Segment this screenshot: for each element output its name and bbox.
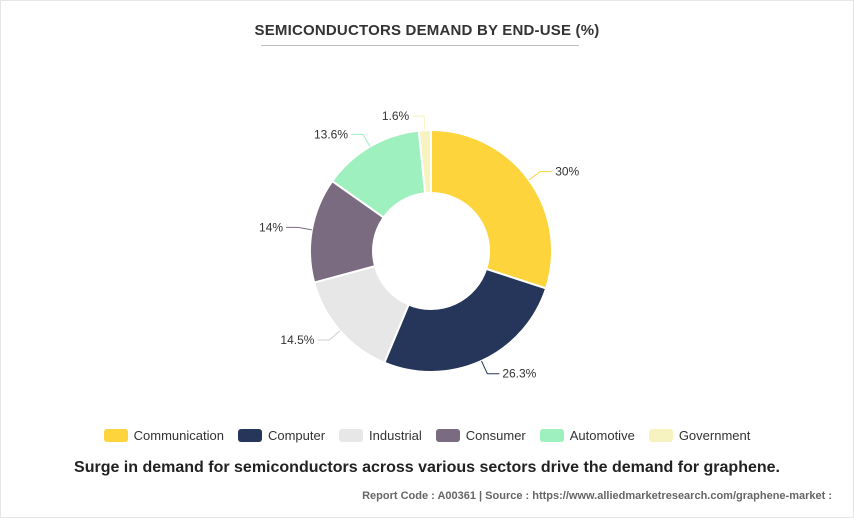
legend-label: Industrial bbox=[369, 428, 422, 443]
legend-label: Consumer bbox=[465, 428, 526, 443]
donut-chart: 30% 26.3% 14.5% 14% 13.6% 1.6% bbox=[259, 109, 580, 381]
slice-government[interactable] bbox=[417, 128, 432, 195]
legend-swatch bbox=[539, 429, 564, 442]
legend-swatch bbox=[339, 429, 364, 442]
data-label-consumer: 14% bbox=[259, 220, 283, 234]
legend-swatch bbox=[435, 429, 460, 442]
title-underline bbox=[261, 45, 579, 46]
legend-label: Government bbox=[678, 428, 751, 443]
data-label-industrial: 14.5% bbox=[280, 333, 314, 347]
leader-line-consumer bbox=[286, 226, 312, 231]
legend-swatch bbox=[648, 429, 673, 442]
chart-legend: Communication Computer Industrial Consumer A… bbox=[0, 428, 854, 443]
leader-line-automotive bbox=[351, 133, 371, 147]
legend-item-industrial[interactable]: Industrial bbox=[339, 428, 422, 443]
legend-swatch bbox=[103, 429, 128, 442]
legend-item-communication[interactable]: Communication bbox=[103, 428, 224, 443]
chart-title: SEMICONDUCTORS DEMAND BY END-USE (%) bbox=[254, 22, 600, 39]
leader-line-communication bbox=[528, 171, 553, 181]
data-label-computer: 26.3% bbox=[502, 367, 536, 381]
legend-label: Automotive bbox=[569, 428, 635, 443]
legend-label: Computer bbox=[267, 428, 326, 443]
legend-item-automotive[interactable]: Automotive bbox=[539, 428, 635, 443]
source-line: Report Code : A00361 | Source : https://… bbox=[362, 490, 832, 502]
slice-computer[interactable] bbox=[383, 267, 548, 373]
legend-swatch bbox=[237, 429, 262, 442]
leader-line-industrial bbox=[317, 330, 341, 341]
chart-footnote: Surge in demand for semiconductors acros… bbox=[74, 459, 780, 476]
leader-line-government bbox=[412, 115, 426, 131]
legend-item-government[interactable]: Government bbox=[648, 428, 751, 443]
slice-communication[interactable] bbox=[430, 128, 553, 290]
data-label-communication: 30% bbox=[555, 165, 579, 179]
legend-item-computer[interactable]: Computer bbox=[237, 428, 326, 443]
legend-item-consumer[interactable]: Consumer bbox=[435, 428, 526, 443]
legend-label: Communication bbox=[133, 428, 224, 443]
data-label-government: 1.6% bbox=[382, 109, 410, 123]
leader-line-computer bbox=[481, 360, 500, 375]
data-label-automotive: 13.6% bbox=[314, 127, 348, 141]
